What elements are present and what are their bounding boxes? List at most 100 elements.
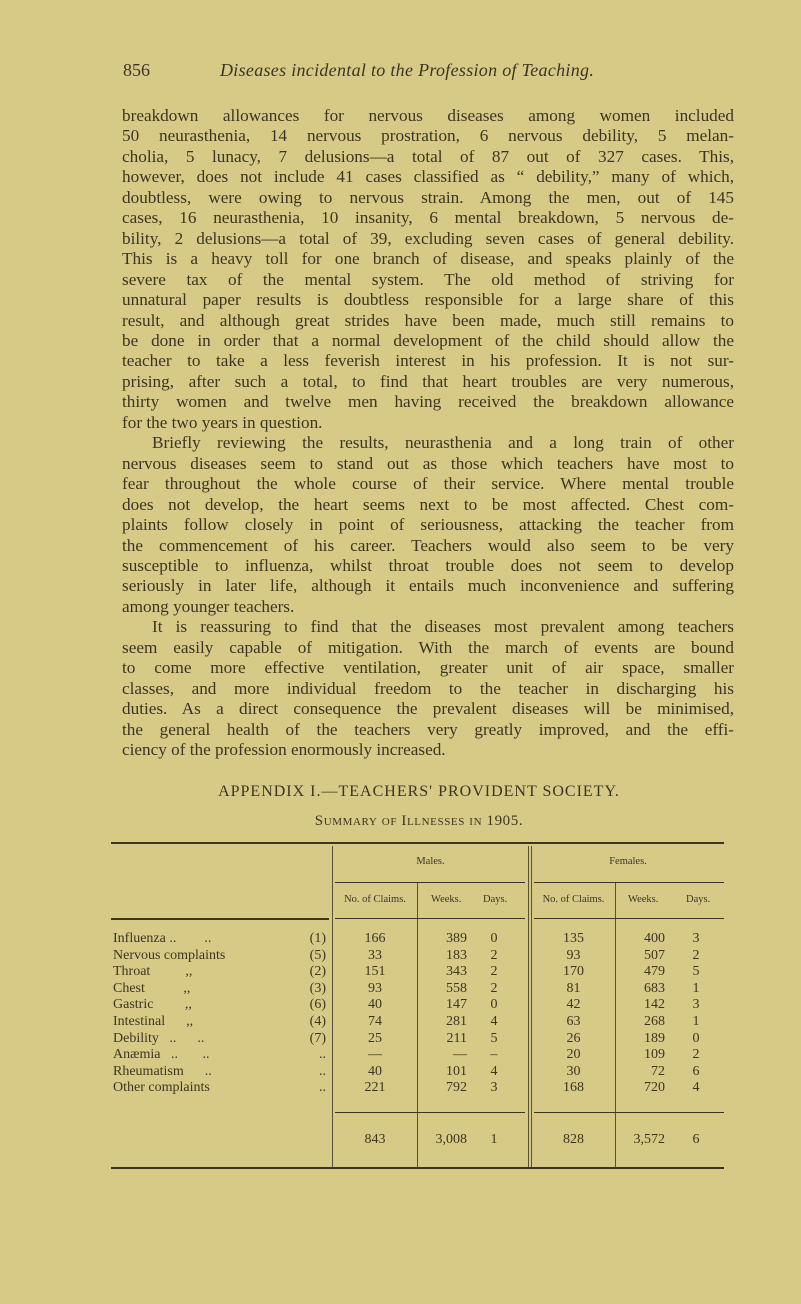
cell-f-days: 2 [692,1047,700,1063]
column-divider [417,882,418,1168]
text-line: teacher to take a less feverish interest… [122,351,734,371]
cell-f-claims: 168 [563,1080,584,1096]
cell-f-days: 1 [692,980,700,996]
cell-m-days: 2 [490,980,498,996]
text-line: seem easily capable of mitigation. With … [122,637,734,657]
row-code: (3) [309,980,326,996]
running-header: 856 Diseases incidental to the Professio… [123,60,735,84]
row-label: Influenza .. .. [113,931,212,946]
total-f-claims: 828 [563,1132,584,1147]
row-label: Nervous complaints [113,947,226,963]
cell-f-weeks: 189 [644,1030,665,1046]
cell-f-claims: 30 [566,1063,581,1079]
text-line: bility, 2 delusions—a total of 39, exclu… [122,228,734,248]
cell-f-days: 2 [692,947,700,963]
cell-m-weeks: 792 [446,1080,467,1096]
body-text: breakdown allowances for nervous disease… [122,106,734,761]
text-line: the commencement of his career. Teachers… [122,535,734,555]
cell-m-days: 0 [490,931,498,946]
text-line: for the two years in question. [122,412,323,432]
cell-m-weeks: 389 [446,931,467,946]
col-header-male-days: Days. [483,894,508,905]
cell-m-claims: 25 [368,1030,382,1046]
row-label: Debility .. .. [113,1030,205,1046]
cell-f-claims: 135 [563,931,584,946]
cell-f-weeks: 507 [644,947,665,963]
appendix-subtitle: Summary of Illnesses in 1905. [314,813,524,829]
text-line: does not develop, the heart seems next t… [122,494,734,514]
cell-m-days: 2 [490,947,498,963]
appendix-title: APPENDIX I.—TEACHERS' PROVIDENT SOCIETY. [218,783,620,800]
cell-m-weeks: 211 [446,1030,467,1046]
header-rule [534,918,724,919]
paragraph: Briefly reviewing the results, neurasthe… [122,433,734,617]
cell-f-days: 1 [692,1014,700,1029]
cell-f-weeks: 683 [644,980,665,996]
cell-m-claims: 40 [368,1063,382,1079]
cell-f-claims: 26 [566,1030,581,1046]
row-label: Chest ,, [113,980,191,996]
cell-m-weeks: 281 [446,1014,467,1029]
cell-f-weeks: 720 [644,1080,665,1096]
cell-f-claims: 20 [566,1047,581,1063]
total-f-weeks: 3,572 [633,1132,666,1147]
table-top-rule [111,842,724,844]
cell-m-days: 4 [490,1014,498,1029]
illness-summary-table: Males. Females. No. of Claims. Weeks. Da… [111,842,724,1169]
col-header-female-weeks: Weeks. [628,894,659,905]
text-line: result, and although great strides have … [122,310,734,330]
text-line: classes, and more individual freedom to … [122,678,734,698]
text-line: nervous diseases seem to stand out as th… [122,453,734,473]
cell-m-weeks: 183 [446,947,467,963]
row-code: (2) [309,964,326,980]
text-line: however, does not include 41 cases class… [122,167,734,187]
row-code: (5) [309,947,326,963]
text-line: cholia, 5 lunacy, 7 delusions—a total of… [122,146,734,166]
cell-f-days: 3 [692,931,700,946]
cell-m-claims: 221 [364,1080,386,1096]
paragraph: It is reassuring to find that the diseas… [122,617,734,760]
cell-m-weeks: 558 [446,980,467,996]
row-code: .. [319,1080,326,1096]
col-header-female-claims: No. of Claims. [542,894,605,905]
running-title: Diseases incidental to the Profession of… [220,60,595,80]
cell-m-days: 2 [490,964,498,980]
cell-m-weeks: 147 [446,997,467,1013]
group-header-females: Females. [609,856,647,867]
cell-f-weeks: 268 [644,1014,665,1029]
cell-f-days: 5 [692,964,700,980]
row-label: Intestinal ,, [113,1014,194,1029]
row-code: (4) [309,1014,326,1029]
row-code: .. [319,1063,326,1079]
row-code: (6) [309,997,326,1013]
col-header-male-weeks: Weeks. [431,894,462,905]
col-header-female-days: Days. [686,894,711,905]
group-header-males: Males. [416,856,445,867]
cell-m-days: 0 [490,997,498,1013]
text-line: thirty women and twelve men having recei… [122,392,734,412]
cell-f-weeks: 72 [651,1063,665,1079]
text-line: the general health of the teachers very … [122,719,734,739]
row-label: Throat ,, [113,964,193,980]
text-line: This is a heavy toll for one branch of d… [122,249,734,269]
cell-f-claims: 170 [563,964,584,980]
text-line: Briefly reviewing the results, neurasthe… [152,433,734,453]
header-rule [111,918,329,920]
row-label: Rheumatism .. [113,1063,212,1079]
page-number: 856 [123,60,150,80]
column-divider [531,846,532,1168]
text-line: unnatural paper results is doubtless res… [122,290,734,310]
text-line: severe tax of the mental system. The old… [122,269,734,289]
row-label: Gastric ,, [113,997,192,1013]
group-rule-females [534,882,724,883]
cell-m-days: – [490,1047,498,1063]
cell-m-claims: 151 [364,964,386,980]
text-line: to come more effective ventilation, grea… [122,658,734,678]
row-label: Anæmia .. .. [113,1047,210,1063]
header-rule [335,918,525,919]
text-line: breakdown allowances for nervous disease… [122,106,734,125]
text-line: duties. As a direct consequence the prev… [122,699,734,719]
group-rule-males [335,882,525,883]
text-line: doubtless, were owing to nervous strain.… [122,187,734,207]
text-line: plaints follow closely in point of serio… [122,515,734,535]
